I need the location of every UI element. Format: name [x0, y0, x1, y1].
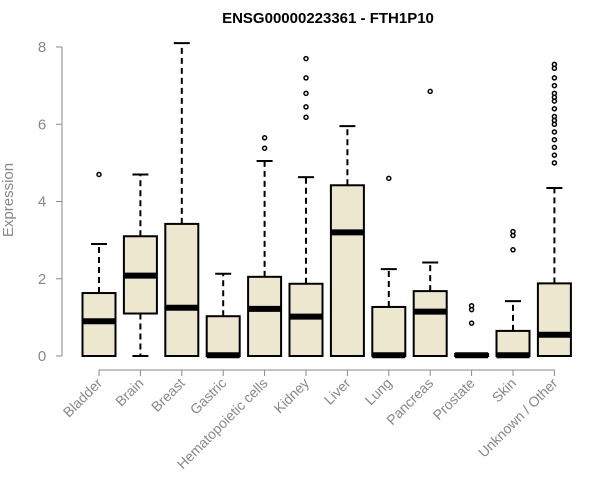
y-axis: 0 2 4 6 8 [38, 39, 63, 365]
box-bladder [81, 171, 117, 358]
box-hematopoietic-cells [247, 135, 283, 358]
outlier-point [551, 113, 558, 120]
box-body [329, 184, 365, 357]
x-tick-label: Skin [489, 375, 520, 406]
box-gastric [205, 272, 241, 359]
box-unknown-other [536, 61, 572, 358]
y-tick-label: 8 [38, 39, 46, 56]
box-brain [122, 173, 158, 357]
box-body [412, 290, 448, 357]
outlier-point [551, 90, 558, 97]
outlier-point [303, 90, 309, 97]
y-axis-label: Expression [0, 163, 17, 237]
box-body [164, 222, 200, 357]
outlier-point [386, 175, 392, 182]
outlier-point [510, 228, 516, 235]
outlier-point [551, 75, 558, 81]
box-kidney [288, 55, 324, 357]
box-body [536, 282, 572, 358]
box-pancreas [412, 88, 448, 357]
outlier-point [551, 129, 558, 135]
outlier-point [551, 136, 558, 143]
outlier-point [510, 247, 516, 253]
box-body [371, 305, 407, 358]
x-tick-label: Kidney [271, 375, 313, 417]
box-skin [495, 228, 531, 359]
x-tick-label: Brain [112, 375, 146, 409]
outlier-point [303, 55, 309, 62]
x-tick-label: Bladder [60, 375, 106, 421]
outlier-point [261, 135, 268, 141]
box-breast [164, 42, 200, 357]
y-tick-label: 0 [38, 348, 46, 365]
outlier-point [427, 88, 433, 95]
box-body [205, 315, 241, 357]
y-tick-label: 4 [38, 194, 46, 211]
box-body [495, 329, 531, 357]
x-tick-label: Unknown / Other [475, 375, 561, 461]
x-tick-label: Breast [148, 375, 188, 415]
outlier-point [303, 114, 309, 121]
outlier-point [551, 82, 558, 89]
outlier-point [96, 171, 102, 178]
y-tick-label: 6 [38, 116, 46, 133]
box-body [81, 292, 117, 358]
x-tick-label: Prostate [430, 375, 478, 423]
box-liver [329, 125, 365, 357]
box-body [247, 275, 283, 358]
outlier-point [551, 61, 558, 68]
outlier-point [551, 160, 558, 166]
outlier-point [468, 303, 475, 309]
box-lung [371, 175, 407, 359]
outlier-point [261, 145, 268, 151]
box-body [288, 282, 324, 357]
outlier-point [468, 320, 475, 326]
box-prostate [454, 303, 490, 359]
chart-title: ENSG00000223361 - FTH1P10 [222, 10, 434, 27]
x-tick-label: Lung [362, 375, 395, 408]
outlier-point [303, 75, 309, 81]
outlier-point [303, 104, 309, 110]
boxes [81, 42, 572, 359]
outlier-point [551, 106, 558, 112]
y-tick-label: 2 [38, 271, 46, 288]
x-tick-label: Liver [321, 375, 354, 408]
outlier-point [551, 144, 558, 151]
outlier-point [551, 152, 558, 158]
